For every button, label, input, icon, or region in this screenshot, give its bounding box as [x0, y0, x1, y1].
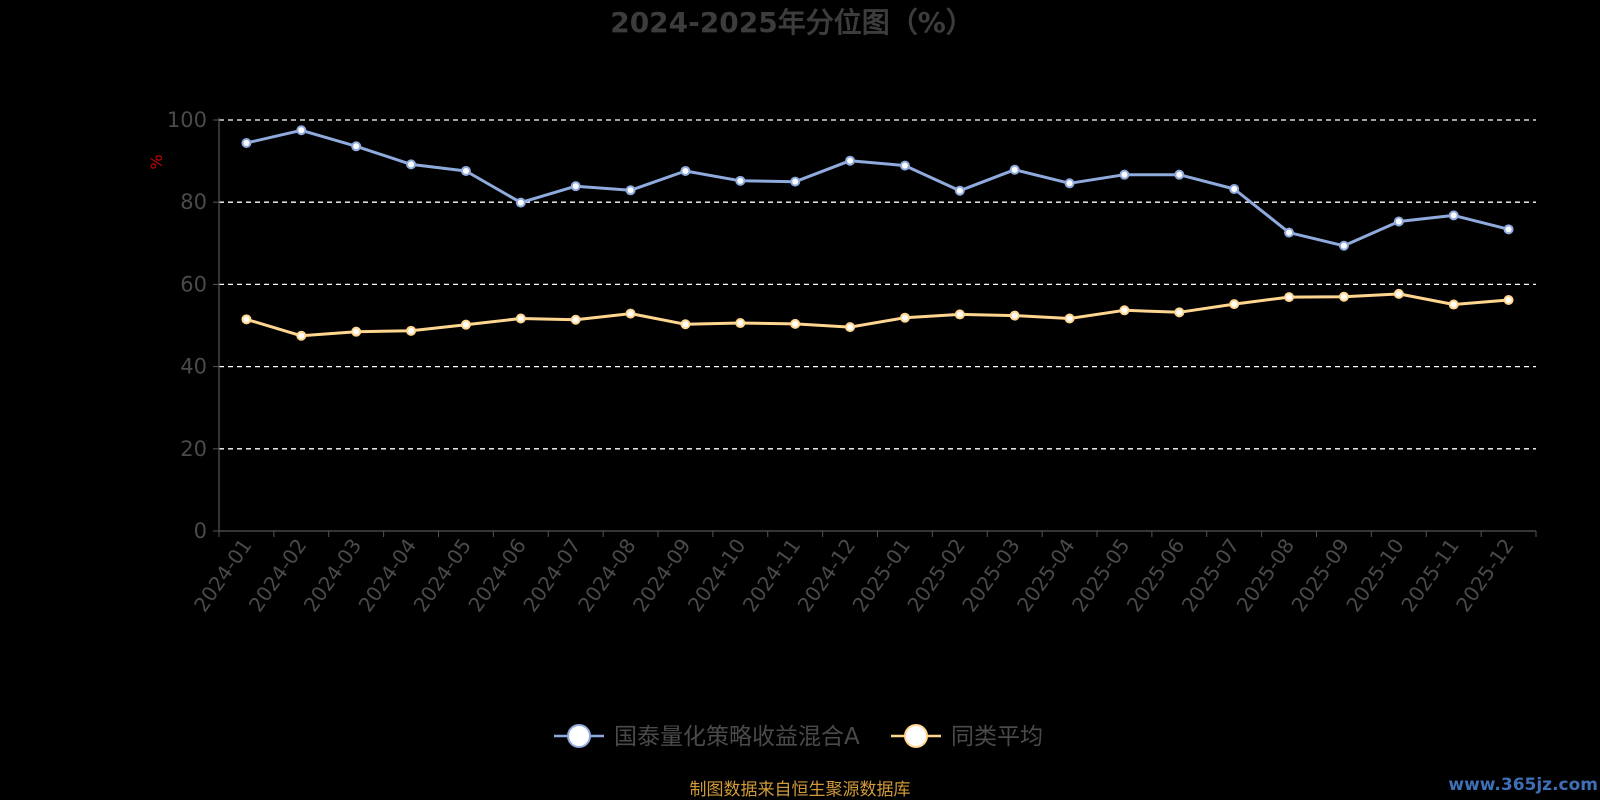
- data-point-series-1[interactable]: [1174, 169, 1185, 180]
- data-point-series-2[interactable]: [296, 330, 307, 341]
- data-point-series-2[interactable]: [1064, 313, 1075, 324]
- y-tick-label: 20: [180, 437, 207, 461]
- data-point-series-2[interactable]: [899, 312, 910, 323]
- y-tick-label: 40: [180, 355, 207, 379]
- data-point-series-2[interactable]: [406, 325, 417, 336]
- data-point-series-1[interactable]: [1284, 227, 1295, 238]
- legend-marker-1[interactable]: [567, 724, 591, 748]
- y-tick-label: 80: [180, 190, 207, 214]
- data-point-series-2[interactable]: [790, 318, 801, 329]
- data-point-series-2[interactable]: [1338, 291, 1349, 302]
- data-point-series-2[interactable]: [735, 318, 746, 329]
- y-tick-labels: 0 20 40 60 80 100: [167, 108, 207, 543]
- data-point-series-1[interactable]: [1338, 240, 1349, 251]
- data-point-series-2[interactable]: [1174, 307, 1185, 318]
- data-point-series-1[interactable]: [570, 181, 581, 192]
- y-tick-label: 100: [167, 108, 207, 132]
- data-point-series-2[interactable]: [1119, 305, 1130, 316]
- data-point-series-2[interactable]: [1284, 292, 1295, 303]
- data-point-series-1[interactable]: [241, 138, 252, 149]
- data-point-series-2[interactable]: [845, 322, 856, 333]
- legend-label-1[interactable]: 国泰量化策略收益混合A: [614, 724, 860, 750]
- series-line-1: [246, 128, 1509, 248]
- data-point-series-1[interactable]: [899, 160, 910, 171]
- y-axis-label: %: [147, 154, 166, 169]
- data-point-series-1[interactable]: [790, 176, 801, 187]
- data-point-series-1[interactable]: [625, 185, 636, 196]
- data-point-series-1[interactable]: [1064, 178, 1075, 189]
- data-source-note: 制图数据来自恒生聚源数据库: [690, 780, 911, 800]
- data-point-series-2[interactable]: [1229, 299, 1240, 310]
- legend-label-2[interactable]: 同类平均: [951, 724, 1043, 750]
- chart-title: 2024-2025年分位图（%）: [610, 6, 974, 39]
- data-point-series-1[interactable]: [1448, 210, 1459, 221]
- y-tick-label: 0: [194, 519, 207, 543]
- data-point-series-1[interactable]: [1119, 169, 1130, 180]
- data-point-series-2[interactable]: [625, 308, 636, 319]
- data-point-series-1[interactable]: [845, 155, 856, 166]
- x-tick-labels: 2024-012024-022024-032024-042024-052024-…: [189, 534, 1519, 616]
- series-line-2: [245, 292, 1509, 338]
- data-point-series-1[interactable]: [515, 197, 526, 208]
- data-point-series-1[interactable]: [351, 141, 362, 152]
- data-point-series-1[interactable]: [1009, 164, 1020, 175]
- data-point-series-1[interactable]: [460, 165, 471, 176]
- data-point-series-2[interactable]: [680, 319, 691, 330]
- series-group: [241, 125, 1514, 341]
- data-point-series-2[interactable]: [1503, 295, 1514, 306]
- data-point-series-2[interactable]: [1448, 299, 1459, 310]
- data-point-series-2[interactable]: [570, 314, 581, 325]
- data-point-series-1[interactable]: [296, 125, 307, 136]
- watermark: www.365jz.com: [1448, 775, 1598, 795]
- data-point-series-1[interactable]: [735, 175, 746, 186]
- data-point-series-2[interactable]: [460, 319, 471, 330]
- data-point-series-1[interactable]: [1503, 224, 1514, 235]
- data-point-series-2[interactable]: [1393, 288, 1404, 299]
- axes: [213, 118, 1537, 537]
- data-point-series-1[interactable]: [954, 185, 965, 196]
- data-point-series-1[interactable]: [1393, 216, 1404, 227]
- data-point-series-1[interactable]: [680, 165, 691, 176]
- data-point-series-2[interactable]: [954, 309, 965, 320]
- data-point-series-2[interactable]: [351, 326, 362, 337]
- y-tick-label: 60: [180, 272, 207, 296]
- data-point-series-1[interactable]: [406, 159, 417, 170]
- data-point-series-2[interactable]: [515, 313, 526, 324]
- data-point-series-1[interactable]: [1229, 184, 1240, 195]
- legend[interactable]: 国泰量化策略收益混合A 同类平均: [554, 724, 1043, 750]
- data-point-series-2[interactable]: [1009, 310, 1020, 321]
- grid-lines: [219, 119, 1536, 450]
- data-point-series-2[interactable]: [241, 314, 252, 325]
- legend-marker-2[interactable]: [904, 724, 928, 748]
